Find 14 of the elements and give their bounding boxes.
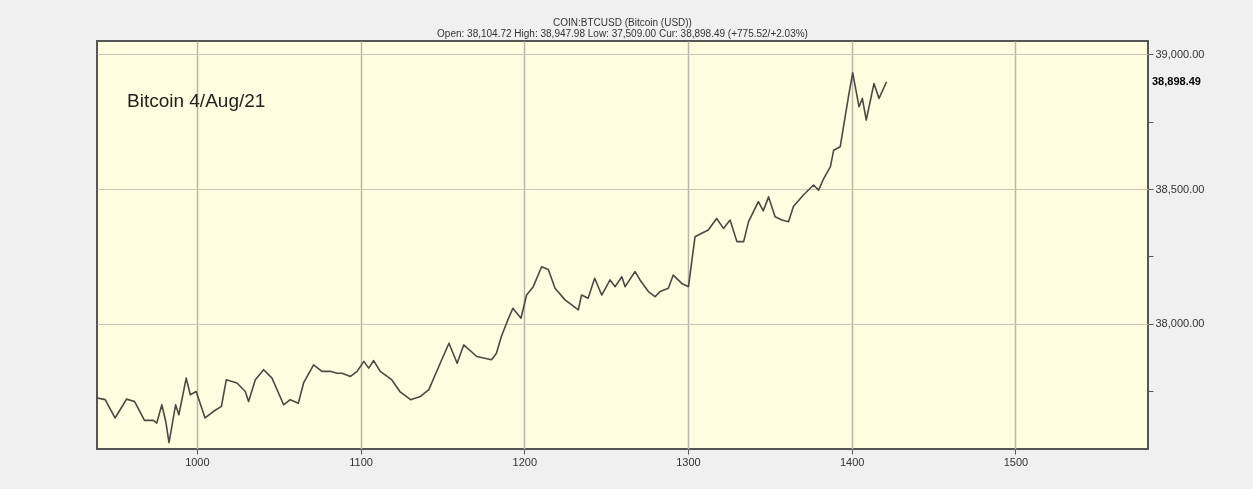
y-tick-label: 39,000.00 <box>1155 47 1205 60</box>
x-tick-label: 1100 <box>349 455 373 468</box>
x-tick-label: 1000 <box>185 455 210 468</box>
text: 38,898.49 <box>1152 74 1201 87</box>
x-tick-label: 1200 <box>512 455 538 468</box>
x-tick-label: 1500 <box>1003 455 1029 468</box>
chart-title: COIN:BTCUSD (Bitcoin (USD)) <box>553 17 692 28</box>
annotation: Bitcoin 4/Aug/21 <box>127 90 266 111</box>
line-series <box>97 72 888 444</box>
y-tick-label: 38,000.00 <box>1155 317 1205 330</box>
x-tick-label: 1400 <box>839 455 865 468</box>
chart-subtitle: Open: 38,104.72 High: 38,947.98 Low: 37,509.00 Cur: 38,898.49 (+775.52/+2.03%) <box>437 28 808 39</box>
x-tick-label: 1300 <box>676 455 701 468</box>
y-tick-label: 38,500.00 <box>1155 182 1205 195</box>
